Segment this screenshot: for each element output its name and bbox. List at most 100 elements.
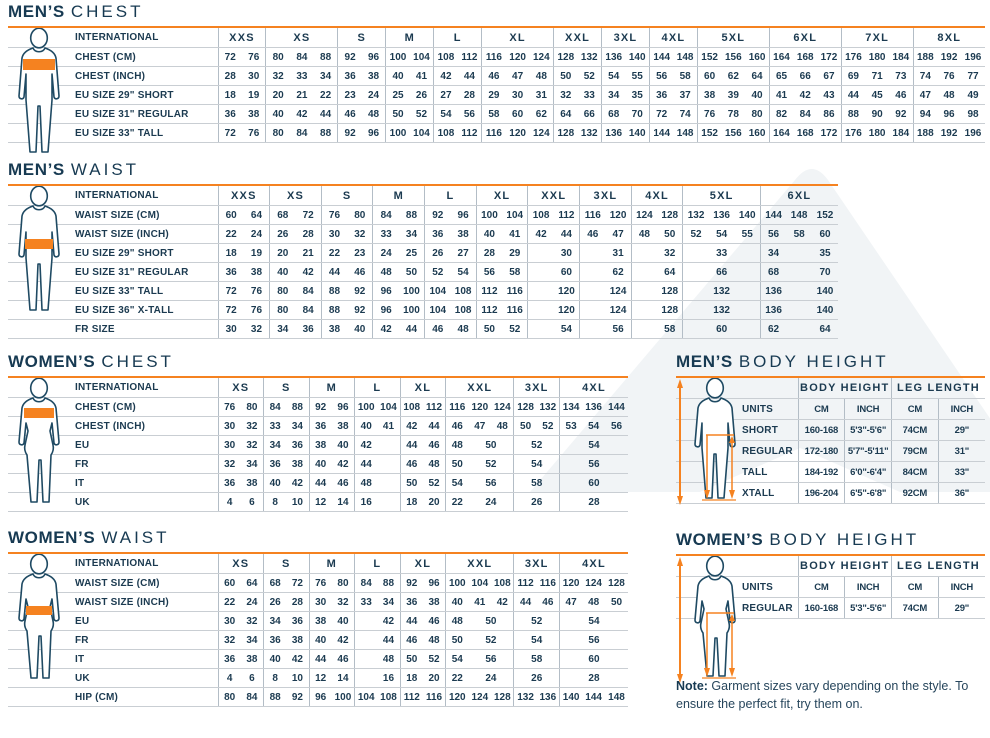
size-cell: 18	[399, 492, 423, 512]
size-cell: 184-192	[797, 461, 845, 483]
size-cell	[630, 262, 658, 282]
size-cell: 48	[529, 66, 554, 86]
section-title: WOMEN’S BODY HEIGHT	[676, 531, 985, 548]
table-row: TALL 184-192 6'0"-6'4" 84CM 33"	[676, 461, 985, 483]
size-cell: 48	[422, 630, 446, 650]
header-row: INTERNATIONAL XXS XS S M L XL XXL 3XL 4XL 5XL 6XL	[8, 185, 838, 206]
size-cell: 108	[377, 687, 401, 707]
size-cell: 116	[502, 300, 528, 320]
size-group-header: 4XL	[558, 377, 628, 398]
size-group-header: 3XL	[513, 553, 560, 574]
size-cell: 10	[286, 492, 310, 512]
size-cell: 38	[308, 611, 332, 631]
size-cell	[786, 281, 813, 301]
size-cell: 76	[696, 104, 722, 124]
size-group-header: L	[433, 27, 482, 48]
size-cell: 100	[398, 281, 425, 301]
size-cell: 72	[217, 300, 244, 320]
title-bold: MEN’S	[8, 2, 65, 21]
size-cell: 38	[308, 435, 332, 455]
size-cell	[354, 668, 378, 688]
size-cell: 54	[513, 454, 560, 474]
size-cell: 140	[625, 123, 650, 143]
size-cell: 50	[445, 454, 469, 474]
size-cell: 84	[372, 205, 399, 225]
size-cell: 47	[912, 85, 938, 105]
size-cell: 46	[889, 85, 914, 105]
size-cell: 120	[468, 397, 492, 417]
size-cell: 108	[491, 573, 514, 593]
size-cell: 192	[937, 47, 962, 67]
size-cell	[527, 319, 554, 339]
size-cell: 32	[553, 85, 578, 105]
size-cell: 116	[481, 47, 506, 67]
waist-band-marker	[26, 606, 52, 615]
size-cell: 172	[817, 123, 842, 143]
table-row: EU SIZE 31" REGULAR 36 38 40 42 44 46 48 50 52 54 5…	[8, 104, 985, 124]
size-cell: 44	[308, 473, 332, 493]
title-light: BODY HEIGHT	[738, 352, 889, 371]
size-cell: 21	[295, 243, 322, 263]
size-cell: 44	[457, 66, 482, 86]
table-row: EU SIZE 31" REGULAR 36 38 40 42 44 46 48 50 52 54 5…	[8, 262, 838, 282]
size-cell	[786, 319, 813, 339]
size-cell: 38	[240, 649, 264, 669]
size-cell: 28	[475, 243, 503, 263]
size-group-header: XS	[217, 377, 264, 398]
size-cell: 66	[793, 66, 818, 86]
row-label: EU SIZE 33" TALL	[8, 123, 218, 143]
size-cell: 32	[243, 319, 270, 339]
size-cell: 148	[605, 687, 628, 707]
size-cell: 37	[673, 85, 698, 105]
size-cell: 152	[696, 47, 722, 67]
size-cell: 42	[527, 224, 554, 244]
size-cell: 50	[475, 319, 503, 339]
size-cell: 42	[354, 435, 378, 455]
size-cell: 46	[422, 435, 446, 455]
size-cell: 88	[320, 281, 348, 301]
size-cell: 120	[558, 573, 583, 593]
size-cell: 36	[217, 473, 241, 493]
size-cell: 108	[433, 123, 458, 143]
size-cell: 54	[445, 649, 469, 669]
table-row: EU SIZE 29" SHORT 18 19 20 21 22 23 24 25 26 27 28 2…	[8, 243, 838, 263]
size-cell: 112	[513, 573, 537, 593]
size-cell: 24	[468, 492, 514, 512]
size-cell: 52	[409, 104, 434, 124]
size-cell: 22	[445, 668, 469, 688]
table-row: EU 30 32 34 36 38 40 42 44 46 48 50 52 54	[8, 435, 628, 455]
size-cell: 55	[734, 224, 761, 244]
chest-band-marker	[24, 408, 54, 418]
size-cell: 48	[582, 592, 606, 612]
size-cell: 124	[605, 300, 632, 320]
mens-chest-table: INTERNATIONAL XXS XS S M L XL XXL 3XL 4XL 5XL 6XL 7X…	[8, 26, 985, 143]
size-cell: 65	[768, 66, 794, 86]
size-cell: 92	[308, 397, 332, 417]
size-cell: 62	[759, 319, 787, 339]
size-cell: 180	[865, 123, 890, 143]
size-group-header: XXL	[445, 553, 514, 574]
size-cell: 196	[961, 123, 985, 143]
chest-band-marker	[23, 59, 55, 70]
size-cell: 33	[372, 224, 399, 244]
size-cell: 34	[263, 611, 287, 631]
size-cell: 48	[377, 649, 401, 669]
size-cell: 48	[422, 454, 446, 474]
size-cell: 69	[840, 66, 866, 86]
size-cell: 46	[536, 592, 560, 612]
size-cell: 34	[759, 243, 787, 263]
size-cell: 56	[605, 416, 628, 436]
size-cell: 96	[450, 205, 477, 225]
size-cell: 16	[377, 668, 401, 688]
size-cell: 188	[912, 47, 938, 67]
size-cell: 112	[399, 687, 423, 707]
row-label: UK	[8, 668, 218, 688]
size-cell: 176	[840, 123, 866, 143]
size-group-header: S	[337, 27, 386, 48]
size-cell: 128	[513, 397, 537, 417]
size-group-header: BODY HEIGHT	[797, 377, 892, 399]
size-cell: 36	[308, 416, 332, 436]
size-cell: 168	[793, 47, 818, 67]
size-cell: 132	[682, 300, 761, 320]
size-cell: 44	[320, 262, 348, 282]
